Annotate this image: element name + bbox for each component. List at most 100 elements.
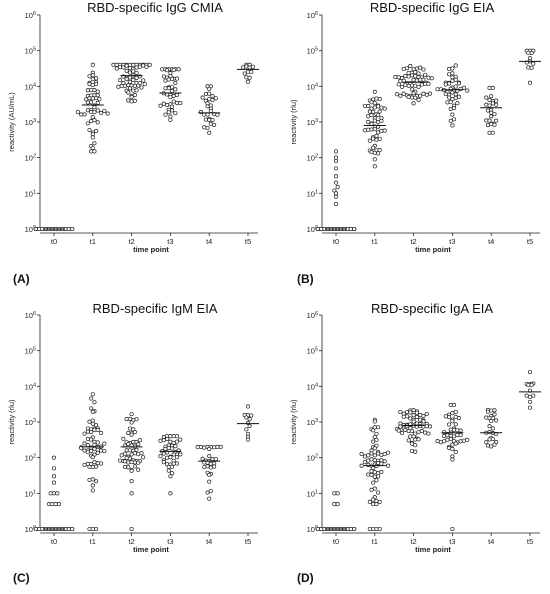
data-point <box>174 461 180 466</box>
data-point <box>134 417 139 422</box>
data-point <box>406 438 411 443</box>
data-point <box>445 433 450 438</box>
data-point <box>171 99 176 104</box>
data-point <box>89 406 94 411</box>
data-point <box>111 62 116 67</box>
data-point <box>89 149 94 154</box>
data-point <box>127 86 133 91</box>
y-tick-label: 104 <box>307 382 318 391</box>
data-point <box>168 474 173 479</box>
data-point <box>369 457 374 462</box>
data-point <box>161 460 166 465</box>
data-point <box>207 496 212 501</box>
data-point <box>447 81 452 86</box>
data-point <box>132 93 137 98</box>
data-point <box>527 405 533 410</box>
data-point <box>447 95 452 100</box>
data-point <box>362 128 367 133</box>
data-point <box>413 437 418 442</box>
data-point <box>376 104 381 109</box>
y-tick-label: 104 <box>307 82 318 91</box>
data-point <box>465 88 470 93</box>
chart-title: RBD-specific IgG CMIA <box>87 0 223 15</box>
data-point <box>129 468 134 473</box>
data-point <box>399 430 405 436</box>
data-point <box>408 416 413 421</box>
data-point <box>372 446 377 451</box>
data-point <box>379 458 384 463</box>
data-point <box>141 78 146 83</box>
data-point <box>492 122 497 127</box>
data-point <box>487 85 492 91</box>
data-point <box>377 109 382 114</box>
data-point <box>166 86 171 91</box>
data-point <box>379 105 384 110</box>
data-point <box>409 429 415 434</box>
chart-panel-1: RBD-specific IgG CMIA(A)1001011021031041… <box>7 0 259 286</box>
data-point <box>372 458 377 463</box>
data-point <box>372 101 377 106</box>
data-point <box>531 393 536 398</box>
data-point <box>242 71 247 76</box>
data-point <box>136 83 141 88</box>
data-point <box>82 431 87 436</box>
data-point <box>376 425 381 430</box>
x-tick-label-t0: t0 <box>51 237 57 246</box>
data-point <box>50 502 55 507</box>
data-point <box>126 90 131 95</box>
data-point <box>33 526 38 532</box>
data-point <box>92 105 97 110</box>
data-point <box>367 138 372 143</box>
data-point <box>132 98 137 103</box>
data-point <box>85 436 90 441</box>
data-point <box>173 80 178 86</box>
data-point <box>161 451 166 456</box>
data-point <box>173 111 178 116</box>
data-point <box>421 413 426 418</box>
data-point <box>127 62 133 67</box>
data-point <box>374 133 379 138</box>
data-point <box>207 91 212 96</box>
data-point <box>418 417 423 422</box>
data-point <box>131 62 136 67</box>
data-point <box>161 438 166 443</box>
data-point <box>127 448 133 453</box>
data-point <box>490 130 495 135</box>
data-point <box>136 460 141 465</box>
data-point <box>118 65 123 70</box>
data-point <box>409 95 415 100</box>
data-point <box>66 226 71 232</box>
data-point <box>212 122 217 127</box>
data-point <box>366 453 371 458</box>
x-tick-label-t1: t1 <box>372 237 378 246</box>
data-point <box>82 448 87 453</box>
data-point <box>333 191 339 196</box>
data-point <box>168 439 173 444</box>
data-point <box>450 526 455 532</box>
data-point <box>455 101 460 106</box>
data-point <box>366 119 371 124</box>
data-point <box>453 449 458 454</box>
data-point <box>411 413 416 418</box>
data-point <box>82 462 87 468</box>
data-point <box>455 428 460 433</box>
data-point <box>90 421 95 426</box>
data-point <box>447 415 452 420</box>
data-point <box>376 490 381 495</box>
data-point <box>51 466 57 471</box>
data-point <box>448 118 453 123</box>
data-point <box>139 85 144 90</box>
data-point <box>332 502 337 507</box>
data-point <box>458 433 463 438</box>
x-axis-label: time point <box>415 245 451 254</box>
data-point <box>448 402 453 408</box>
data-point <box>203 117 208 122</box>
data-point <box>529 65 534 70</box>
x-tick-label-t0: t0 <box>333 537 339 546</box>
data-point <box>92 141 97 146</box>
data-point <box>87 477 92 482</box>
data-point <box>213 457 218 462</box>
data-point <box>409 87 415 92</box>
y-tick-label: 106 <box>25 11 36 20</box>
x-tick-label-t3: t3 <box>449 537 455 546</box>
